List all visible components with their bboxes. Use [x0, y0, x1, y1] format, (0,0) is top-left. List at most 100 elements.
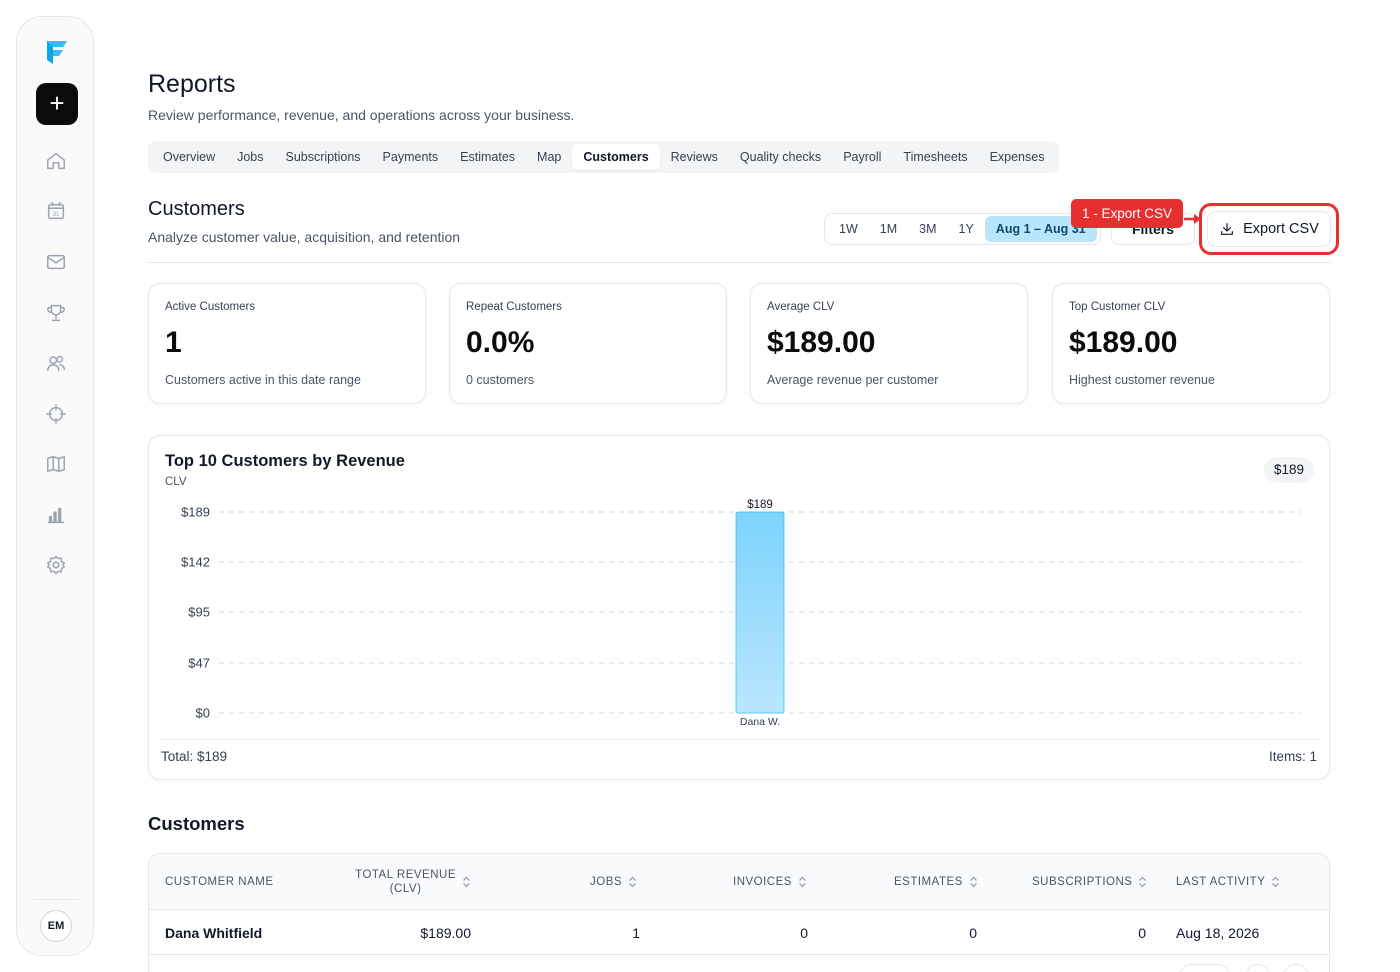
users-icon[interactable] — [45, 352, 67, 374]
sort-icon — [463, 876, 470, 888]
tab-map[interactable]: Map — [537, 150, 562, 164]
col-label-line2: (CLV) — [389, 883, 422, 895]
avatar[interactable]: EM — [40, 910, 72, 942]
tab-jobs[interactable]: Jobs — [237, 150, 264, 164]
next-page-button[interactable] — [1283, 964, 1309, 972]
col-jobs[interactable]: JOBS — [590, 854, 637, 910]
kpi-card-average-clv: Average CLV $189.00 Average revenue per … — [750, 283, 1028, 404]
tab-overview[interactable]: Overview — [163, 150, 216, 164]
range-3m[interactable]: 3M — [919, 222, 937, 236]
table-title: Customers — [148, 813, 245, 834]
bar-data-label: $189 — [747, 499, 773, 511]
range-1m[interactable]: 1M — [879, 222, 898, 236]
y-tick-label: $0 — [196, 706, 210, 721]
cell-jobs: 1 — [632, 925, 640, 941]
table-header: CUSTOMER NAME TOTAL REVENUE (CLV) JOBS I… — [149, 854, 1329, 910]
y-tick-label: $189 — [181, 505, 210, 520]
page-title: Reports — [148, 70, 236, 98]
col-invoices[interactable]: INVOICES — [733, 854, 807, 910]
col-label-line1: TOTAL REVENUE — [355, 869, 456, 881]
kpi-description: Customers active in this date range — [165, 373, 361, 387]
col-label: CUSTOMER NAME — [165, 876, 274, 888]
y-tick-label: $47 — [188, 656, 210, 671]
col-label: TOTAL REVENUE (CLV) — [355, 868, 456, 896]
section-subtitle: Analyze customer value, acquisition, and… — [148, 229, 461, 245]
calendar-icon[interactable]: 31 — [45, 200, 67, 222]
chart-title: Top 10 Customers by Revenue — [165, 452, 405, 470]
cell-customer-name[interactable]: Dana Whitfield — [165, 925, 263, 941]
sort-icon — [1139, 876, 1147, 888]
kpi-value: $189.00 — [1069, 326, 1178, 359]
home-icon[interactable] — [45, 150, 67, 172]
app-logo[interactable] — [41, 37, 71, 67]
chart-total: Total: $189 — [161, 749, 228, 764]
mail-icon[interactable] — [45, 251, 67, 273]
prev-page-button[interactable] — [1245, 964, 1271, 972]
sort-icon — [799, 876, 806, 888]
tab-estimates[interactable]: Estimates — [460, 150, 516, 164]
kpi-card-top-customer-clv: Top Customer CLV $189.00 Highest custome… — [1052, 283, 1330, 404]
tab-expenses[interactable]: Expenses — [989, 150, 1045, 164]
col-total-revenue[interactable]: TOTAL REVENUE (CLV) — [349, 854, 471, 910]
bar-chart: $189 $142 $95 $47 $0 $189 Dana W. — [181, 499, 1301, 728]
tab-timesheets[interactable]: Timesheets — [903, 150, 968, 164]
tab-payroll[interactable]: Payroll — [843, 150, 882, 164]
tab-reviews[interactable]: Reviews — [670, 150, 718, 164]
col-last-activity[interactable]: LAST ACTIVITY — [1176, 854, 1280, 910]
cell-subscriptions: 0 — [1138, 925, 1146, 941]
cell-total-revenue: $189.00 — [420, 925, 471, 941]
sidebar-divider — [33, 899, 79, 900]
crosshair-icon[interactable] — [45, 403, 67, 425]
kpi-description: Average revenue per customer — [767, 373, 939, 387]
export-csv-label: Export CSV — [1243, 221, 1319, 237]
export-csv-button[interactable]: Export CSV — [1207, 211, 1331, 247]
col-subscriptions[interactable]: SUBSCRIPTIONS — [1032, 854, 1147, 910]
y-tick-label: $142 — [181, 554, 210, 569]
chart-bar[interactable] — [735, 511, 785, 714]
y-tick-label: $95 — [188, 604, 210, 619]
trophy-icon[interactable] — [45, 302, 67, 324]
sort-icon — [629, 876, 637, 888]
tab-quality-checks[interactable]: Quality checks — [739, 150, 822, 164]
tab-subscriptions[interactable]: Subscriptions — [285, 150, 361, 164]
kpi-value: $189.00 — [767, 326, 876, 359]
bar-chart-icon[interactable] — [45, 504, 67, 526]
col-label: INVOICES — [733, 876, 792, 888]
cell-invoices: 0 — [800, 925, 808, 941]
cell-estimates: 0 — [969, 925, 977, 941]
cell-last-activity: Aug 18, 2026 — [1176, 925, 1260, 941]
tab-payments[interactable]: Payments — [382, 150, 439, 164]
range-1y[interactable]: 1Y — [958, 222, 974, 236]
sidebar: + 31 EM — [16, 16, 94, 956]
kpi-label: Repeat Customers — [466, 301, 562, 313]
annotation-arrow — [1184, 214, 1201, 224]
page-subtitle: Review performance, revenue, and operati… — [148, 107, 575, 123]
kpi-label: Average CLV — [767, 301, 835, 313]
create-new-button[interactable]: + — [36, 83, 78, 125]
chart-items-count: Items: 1 — [1268, 749, 1317, 764]
kpi-card-active-customers: Active Customers 1 Customers active in t… — [148, 283, 426, 404]
kpi-description: 0 customers — [466, 373, 535, 387]
table-row[interactable]: Dana Whitfield $189.00 1 0 0 0 Aug 18, 2… — [149, 911, 1329, 955]
date-range-selector: 1W 1M 3M 1Y Aug 1 – Aug 31 — [824, 213, 1101, 245]
chart-footer-divider — [159, 739, 1321, 740]
kpi-label: Active Customers — [165, 301, 256, 313]
kpi-label: Top Customer CLV — [1069, 301, 1166, 313]
map-icon[interactable] — [45, 453, 67, 475]
kpi-value: 1 — [165, 326, 182, 359]
col-estimates[interactable]: ESTIMATES — [894, 854, 978, 910]
section-title: Customers — [148, 198, 245, 220]
page-size-select[interactable] — [1179, 964, 1231, 972]
customers-table: CUSTOMER NAME TOTAL REVENUE (CLV) JOBS I… — [148, 853, 1330, 972]
kpi-value: 0.0% — [466, 326, 535, 359]
col-label: LAST ACTIVITY — [1176, 876, 1266, 888]
sort-icon — [1272, 876, 1280, 888]
tab-customers[interactable]: Customers — [572, 144, 660, 170]
chart-total-badge: $189 — [1264, 457, 1315, 483]
range-1w[interactable]: 1W — [839, 222, 858, 236]
kpi-description: Highest customer revenue — [1069, 373, 1215, 387]
gear-icon[interactable] — [45, 554, 67, 576]
col-label: JOBS — [590, 876, 623, 888]
annotation-callout: 1 - Export CSV — [1071, 199, 1184, 228]
header-divider — [148, 262, 1330, 263]
